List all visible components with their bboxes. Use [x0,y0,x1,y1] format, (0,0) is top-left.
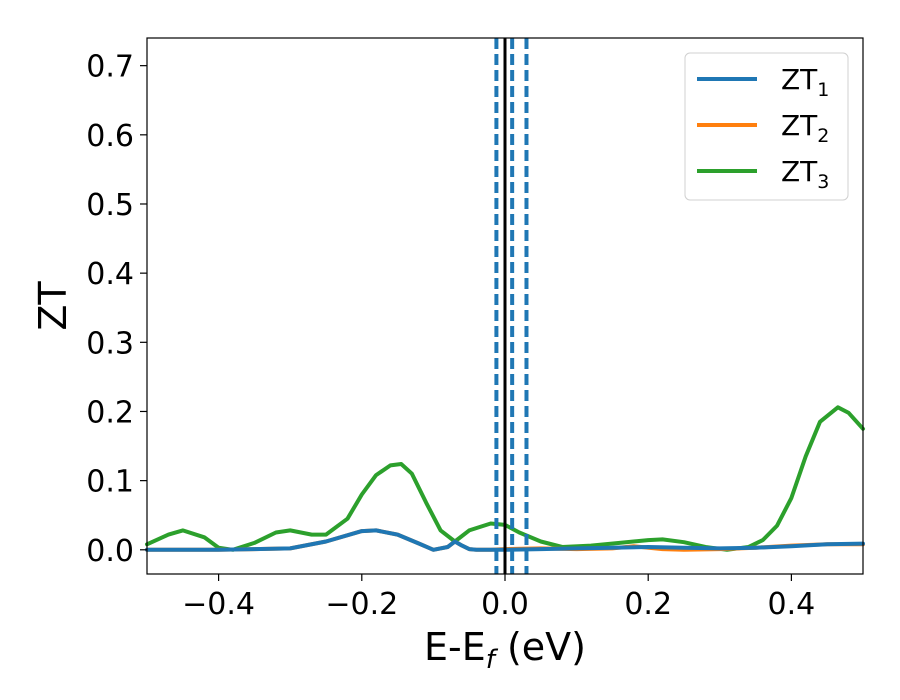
legend-label-1: ZT1 [781,63,829,101]
legend: ZT1 ZT2 ZT3 [684,52,849,201]
y-tick-label: 0.5 [86,188,134,223]
y-tick-label: 0.3 [86,326,134,361]
legend-label-3: ZT3 [781,155,829,193]
x-tick-label: 0.2 [624,587,672,622]
x-tick-label: 0.0 [481,587,529,622]
x-axis: −0.4 −0.2 0.0 0.2 0.4 [182,574,815,622]
legend-label-2: ZT2 [781,109,829,147]
y-axis: 0.0 0.1 0.2 0.3 0.4 0.5 0.6 0.7 [86,50,147,569]
y-tick-label: 0.7 [86,50,134,85]
y-axis-label: ZT [31,281,75,331]
reference-lines-top [494,38,529,574]
y-tick-label: 0.0 [86,534,134,569]
x-tick-label: −0.4 [182,587,255,622]
x-tick-label: −0.2 [325,587,398,622]
x-tick-label: 0.4 [768,587,816,622]
y-tick-label: 0.1 [86,465,134,500]
y-tick-label: 0.2 [86,395,134,430]
x-axis-label: E-Ef (eV) [424,625,586,675]
legend-frame [684,52,849,201]
series-line-3 [145,405,865,552]
series-layer [145,405,865,552]
y-tick-label: 0.4 [86,257,134,292]
series-line-1 [145,528,865,552]
y-tick-label: 0.6 [86,119,134,154]
